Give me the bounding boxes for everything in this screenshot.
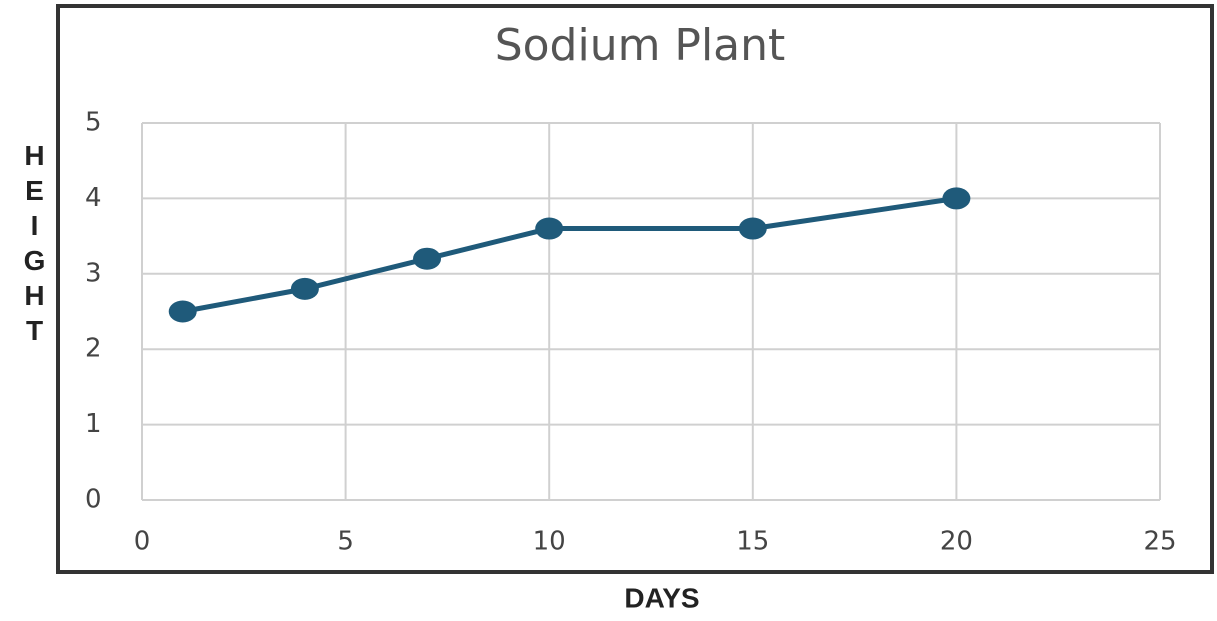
x-tick-label: 20 bbox=[940, 527, 973, 557]
y-tick-label: 0 bbox=[85, 485, 102, 515]
chart-title: Sodium Plant bbox=[495, 20, 786, 71]
y-tick-label: 1 bbox=[85, 409, 102, 439]
data-point bbox=[942, 187, 971, 210]
x-tick-label: 0 bbox=[134, 527, 151, 557]
data-point bbox=[413, 247, 442, 270]
chart-frame bbox=[56, 4, 1214, 574]
x-tick-label: 5 bbox=[337, 527, 354, 557]
data-point bbox=[738, 217, 767, 240]
y-tick-label: 2 bbox=[85, 334, 102, 364]
data-point bbox=[535, 217, 564, 240]
y-tick-label: 5 bbox=[85, 108, 102, 138]
y-axis-label: HEIGHT bbox=[19, 140, 50, 350]
x-tick-label: 10 bbox=[533, 527, 566, 557]
x-tick-label: 25 bbox=[1143, 527, 1176, 557]
data-point bbox=[290, 277, 319, 300]
y-tick-label: 3 bbox=[85, 258, 102, 288]
x-axis-label: DAYS bbox=[624, 582, 699, 613]
data-line bbox=[182, 195, 957, 314]
x-tick-label: 15 bbox=[736, 527, 769, 557]
data-point bbox=[168, 300, 197, 323]
y-tick-label: 4 bbox=[85, 183, 102, 213]
